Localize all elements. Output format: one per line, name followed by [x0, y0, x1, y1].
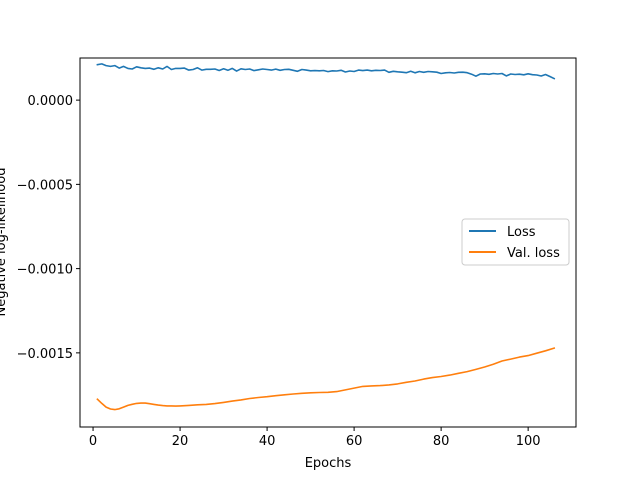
x-tick-label: 0: [89, 434, 97, 449]
x-tick-label: 60: [346, 434, 363, 449]
x-tick-label: 100: [516, 434, 541, 449]
y-tick-label: −0.0005: [17, 178, 73, 193]
y-tick-label: −0.0010: [17, 263, 73, 278]
x-tick-label: 20: [172, 434, 189, 449]
x-axis-ticks: 0 20 40 60 80 100: [89, 427, 541, 449]
y-tick-label: 0.0000: [28, 94, 74, 109]
y-axis-ticks: 0.0000 −0.0005 −0.0010 −0.0015: [17, 94, 80, 362]
x-tick-label: 40: [259, 434, 276, 449]
legend: Loss Val. loss: [461, 218, 570, 266]
val-loss-series-line: [96, 347, 556, 411]
legend-label-val-loss: Val. loss: [507, 246, 560, 261]
plot-frame: [79, 57, 577, 428]
y-axis-label: Negative log-likelihood: [0, 168, 9, 317]
x-axis-label: Epochs: [305, 456, 352, 471]
y-tick-label: −0.0015: [17, 347, 73, 362]
series-lines: [96, 63, 556, 411]
loss-series-line: [96, 63, 556, 80]
legend-label-loss: Loss: [507, 225, 536, 240]
x-tick-label: 80: [433, 434, 450, 449]
